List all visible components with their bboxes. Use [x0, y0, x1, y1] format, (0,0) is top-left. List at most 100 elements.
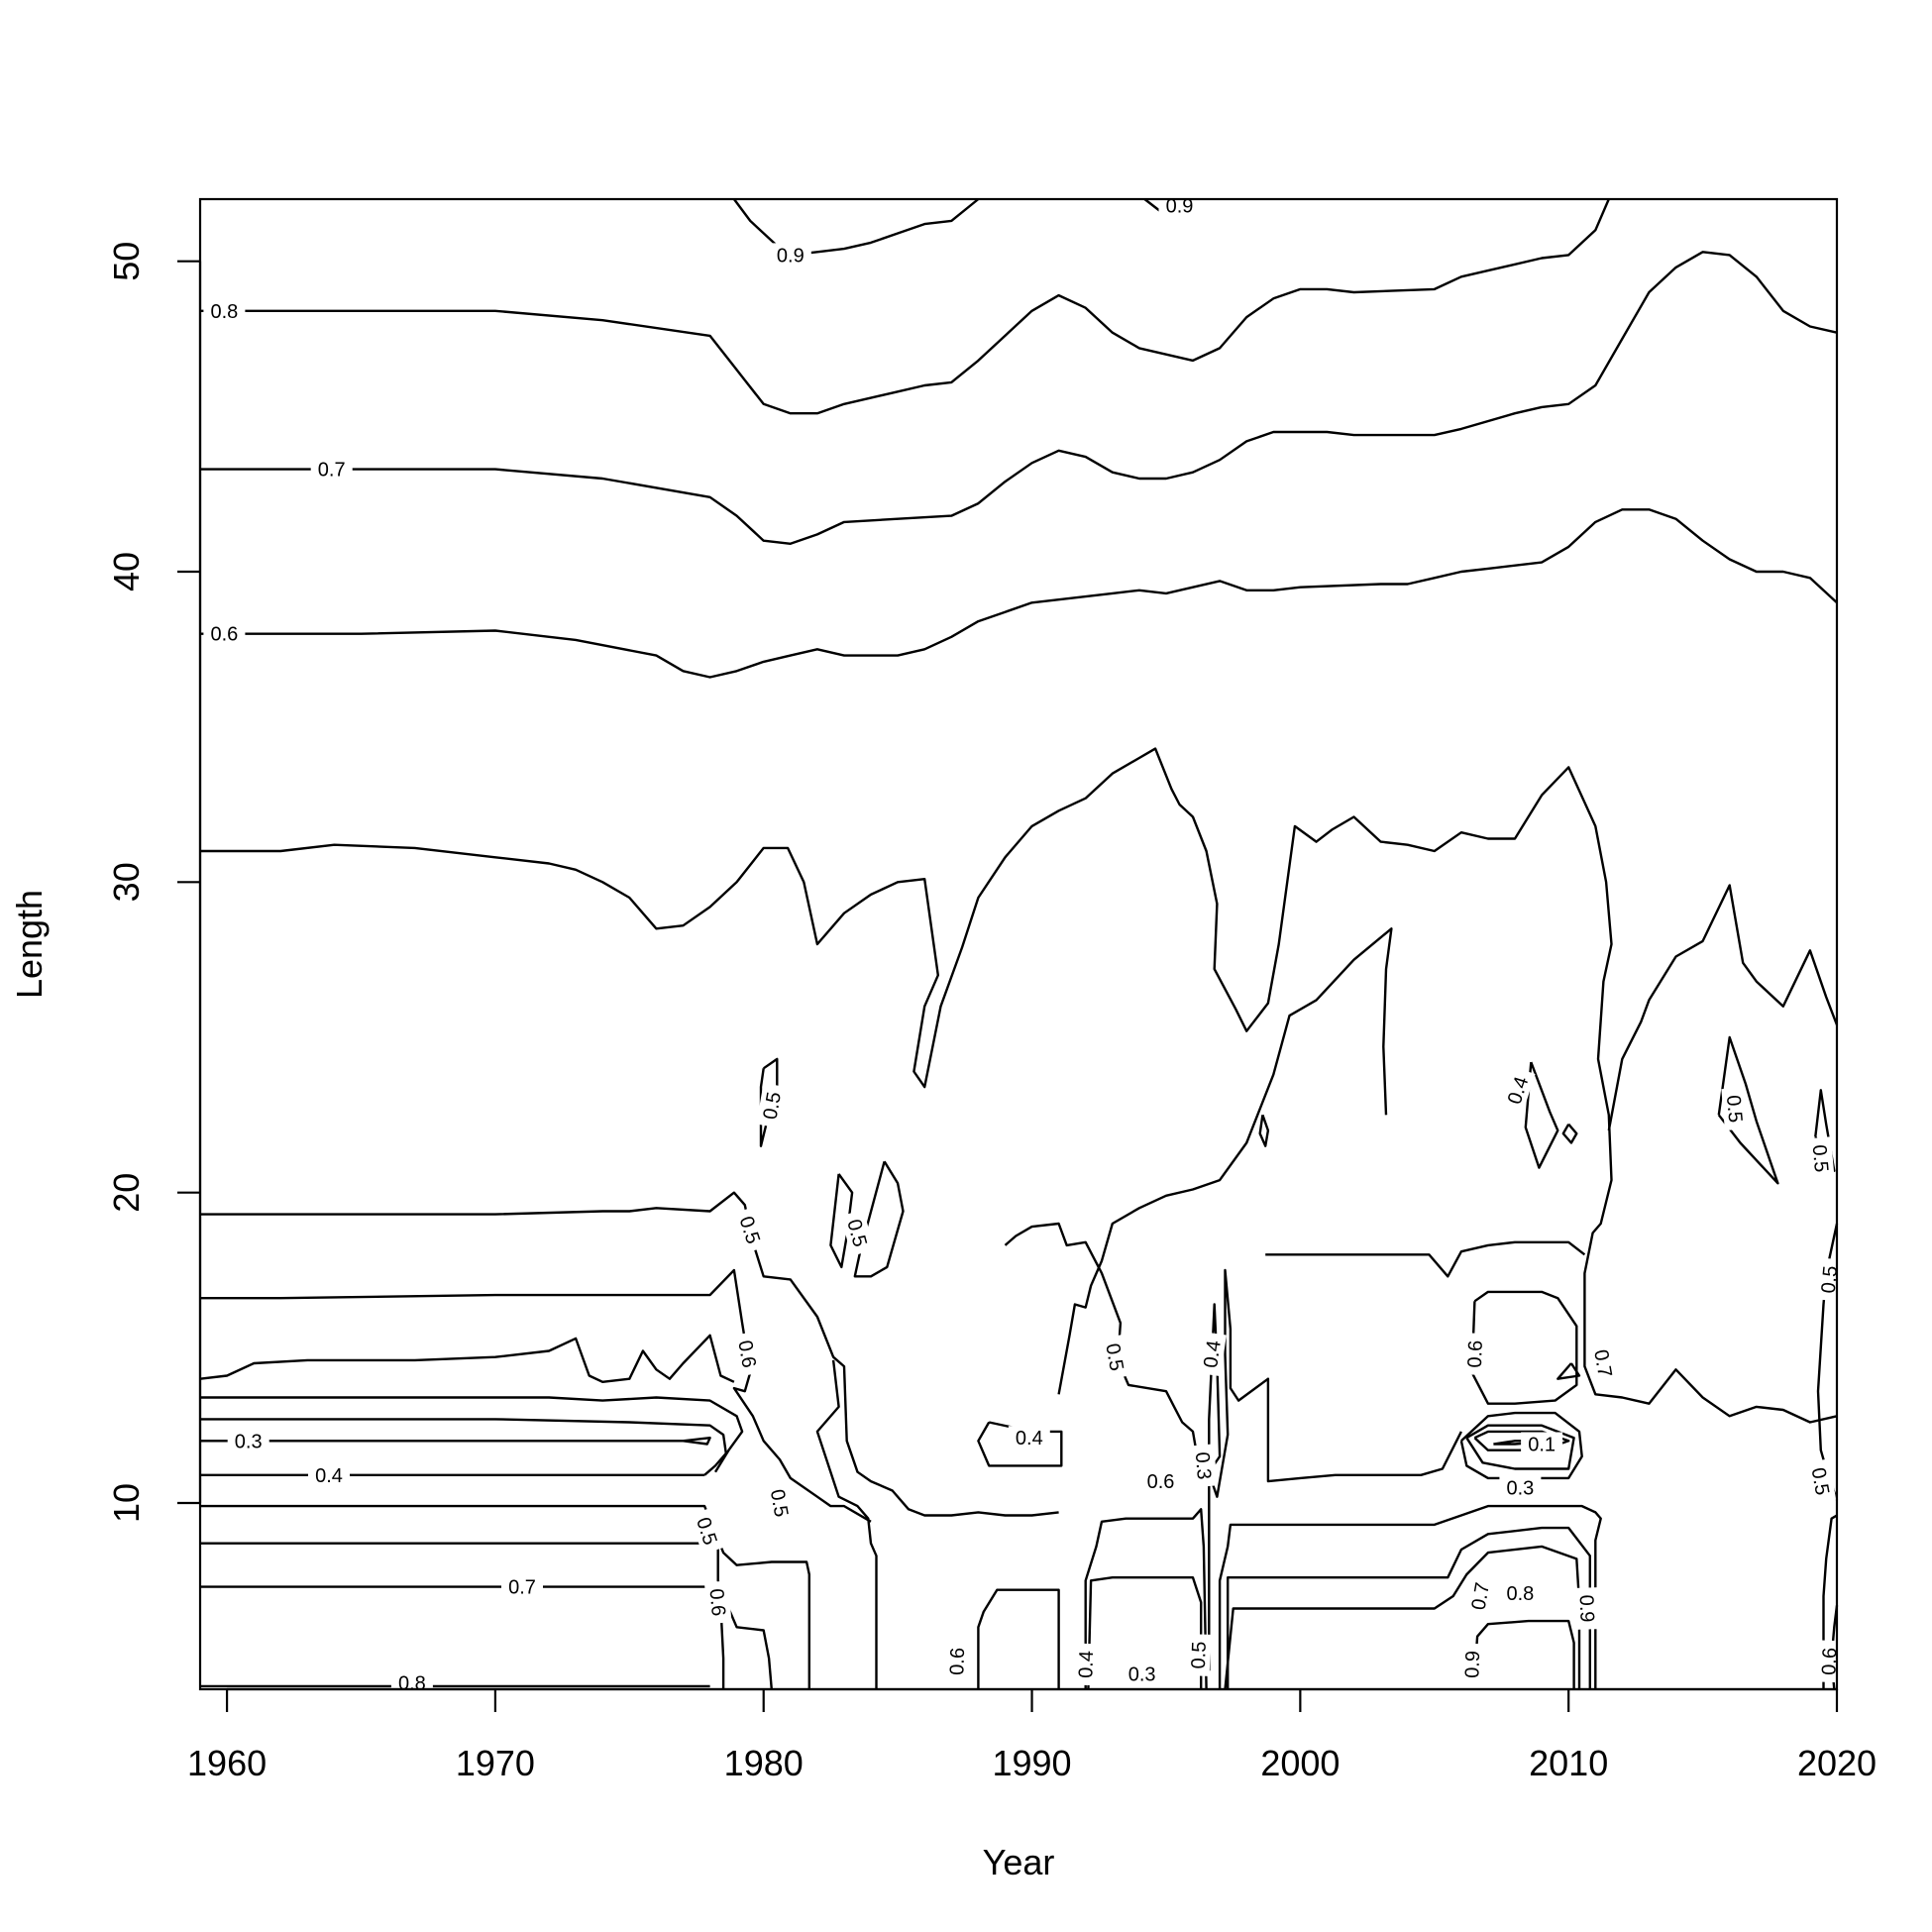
- contour-label-30: 0.7: [1464, 1573, 1496, 1619]
- x-tick-label-1960: 1960: [187, 1743, 267, 1783]
- contour-label-bg: [1805, 1458, 1837, 1504]
- x-axis-label: Year: [983, 1842, 1055, 1882]
- contour-line-0.9-36: [1473, 1619, 1575, 1689]
- contour-label-bg: [1499, 1066, 1536, 1114]
- contour-label-18: 0.5: [1100, 1334, 1130, 1380]
- contour-label-bg: [203, 621, 246, 646]
- contour-label-17: 0.4: [1008, 1426, 1050, 1450]
- contour-line-0.4-21: [1524, 1061, 1559, 1169]
- x-tick-label-1980: 1980: [724, 1743, 804, 1783]
- contour-label-25: 0.4: [1499, 1066, 1536, 1114]
- contour-label-text: 0.6: [733, 1339, 759, 1369]
- contour-line-0.4-22: [1561, 1123, 1578, 1144]
- x-axis: 1960 1970 1980 1990 2000 2010 2020: [187, 1687, 1877, 1783]
- contour-line-0.6-26: [1470, 1290, 1578, 1405]
- contour-label-28: 0.1: [1521, 1432, 1563, 1456]
- contour-label-text: 0.7: [508, 1577, 536, 1599]
- contour-label-text: 0.9: [1461, 1651, 1484, 1679]
- contour-line-0.6-42: [200, 1542, 773, 1690]
- contour-line-0.6-19: [977, 1588, 1060, 1689]
- contour-label-text: 0.8: [398, 1673, 426, 1695]
- contour-label-33: 0.9: [1574, 1587, 1600, 1630]
- contour-lines: [199, 198, 1839, 1690]
- contour-label-15: 0.5: [764, 1480, 796, 1526]
- contour-label-text: 0.6: [1464, 1340, 1487, 1368]
- contour-line-0.6-25: [1556, 1362, 1581, 1380]
- contour-label-bg: [1008, 1426, 1050, 1450]
- contour-label-bg: [1190, 1444, 1218, 1488]
- contour-label-text: 0.3: [1191, 1451, 1215, 1481]
- contour-label-bg: [1587, 1341, 1619, 1386]
- contour-line-0.5-12: [1717, 1035, 1779, 1185]
- contour-label-bg: [308, 1462, 350, 1487]
- contour-label-bg: [1815, 1257, 1843, 1302]
- contour-label-text: 0.7: [318, 460, 346, 482]
- contour-line-0.5-11: [1057, 927, 1393, 1395]
- contour-label-bg: [1139, 1469, 1182, 1494]
- contour-label-38: 0.6: [1816, 1640, 1842, 1683]
- contour-label-text: 0.6: [1147, 1471, 1175, 1493]
- contour-label-bg: [756, 1083, 788, 1128]
- contour-label-text: 0.4: [1016, 1428, 1043, 1449]
- contour-label-5: 0.5: [756, 1083, 788, 1128]
- contour-line-0.7-32: [1087, 1575, 1203, 1690]
- contour-label-bg: [501, 1574, 543, 1599]
- contour-label-text: 0.5: [1101, 1342, 1127, 1372]
- x-tick-label-2020: 2020: [1797, 1743, 1877, 1783]
- contour-line-0.2-29: [1473, 1430, 1570, 1451]
- contour-line-0.4-38: [200, 1418, 727, 1476]
- contour-label-11: 0.7: [501, 1574, 543, 1599]
- contour-line-0.6-16: [199, 1334, 735, 1384]
- contour-line-0.5-8: [829, 1173, 854, 1269]
- contour-line-0.8-2: [200, 198, 1610, 415]
- contour-line-0.6-18: [1265, 1240, 1586, 1278]
- contour-label-text: 0.8: [1506, 1583, 1534, 1605]
- contour-label-bg: [1721, 1087, 1749, 1131]
- contour-line-0.5-9: [853, 1160, 905, 1278]
- contour-line-0.7-3: [200, 251, 1838, 545]
- y-tick-label-20: 20: [106, 1173, 147, 1213]
- contour-label-text: 0.5: [766, 1488, 792, 1519]
- contour-label-bg: [840, 1210, 875, 1256]
- contour-label-bg: [943, 1640, 970, 1683]
- contour-label-text: 0.1: [1528, 1435, 1556, 1456]
- contour-line-0.8-35: [1224, 1545, 1581, 1690]
- contour-label-12: 0.8: [390, 1670, 433, 1695]
- contour-line-0.3-39: [200, 1436, 711, 1446]
- contour-label-bg: [1499, 1475, 1542, 1500]
- contour-label-bg: [764, 1480, 796, 1526]
- contour-line-0.6-46: [1822, 1514, 1838, 1689]
- contour-label-text: 0.6: [210, 624, 238, 646]
- contour-label-text: 0.6: [705, 1588, 729, 1618]
- contour-label-22: 0.4: [1072, 1643, 1099, 1686]
- contour-label-text: 0.6: [946, 1648, 969, 1676]
- contour-label-text: 0.9: [1575, 1594, 1598, 1623]
- contour-label-32: 0.9: [1458, 1643, 1485, 1686]
- contour-label-14: 0.6: [703, 1580, 732, 1625]
- contour-label-bg: [1816, 1640, 1842, 1683]
- y-tick-label-50: 50: [106, 242, 147, 281]
- contour-label-text: 0.9: [1166, 195, 1194, 217]
- contour-line-0.6-17: [1004, 1222, 1462, 1498]
- contour-label-text: 0.6: [1818, 1648, 1841, 1676]
- contour-label-34: 0.5: [1721, 1087, 1749, 1131]
- contour-label-0: 0.9: [769, 243, 811, 268]
- contour-label-bg: [1461, 1333, 1488, 1376]
- contour-label-37: 0.5: [1805, 1458, 1837, 1504]
- x-tick-label-1970: 1970: [456, 1743, 535, 1783]
- contour-line-0.5-10: [200, 1191, 1059, 1517]
- contour-label-text: 0.4: [315, 1465, 343, 1487]
- contour-line-0.5-45: [815, 1359, 878, 1689]
- y-axis: 10 20 30 40 50: [106, 242, 202, 1523]
- contour-label-26: 0.6: [1461, 1333, 1488, 1376]
- contour-label-8: 0.6: [732, 1331, 763, 1377]
- contour-label-text: 0.4: [1075, 1651, 1098, 1679]
- contour-line-0.6-15: [200, 1268, 872, 1523]
- contour-label-bg: [1499, 1580, 1542, 1605]
- contour-line-0.4-20: [1258, 1114, 1270, 1147]
- contour-label-bg: [1100, 1334, 1130, 1380]
- contour-label-29: 0.3: [1499, 1475, 1542, 1500]
- contour-label-bg: [689, 1507, 725, 1555]
